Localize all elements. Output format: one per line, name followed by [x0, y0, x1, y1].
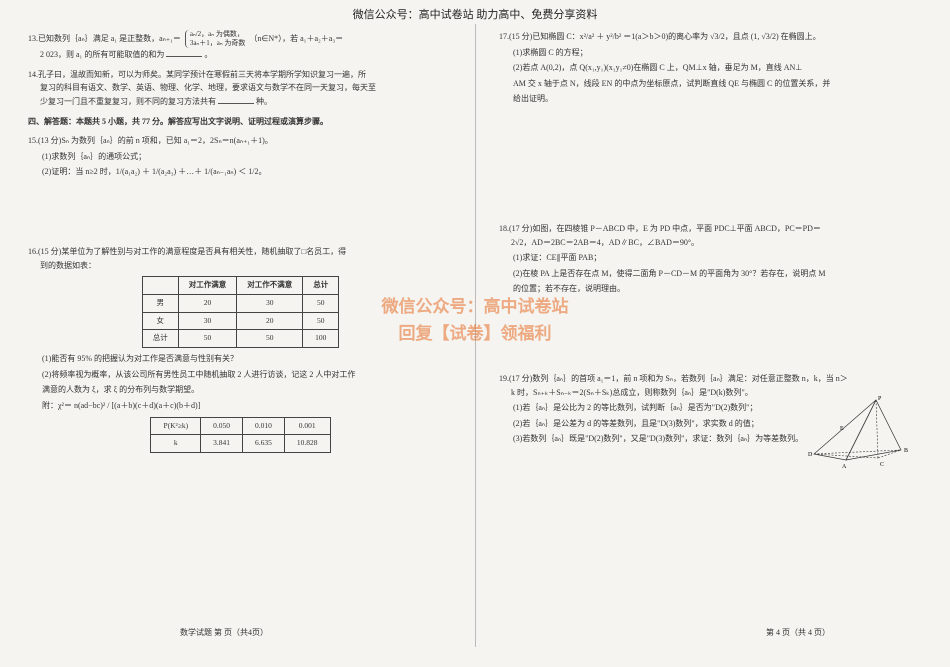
td: 6.635	[243, 435, 285, 453]
td: 30	[178, 312, 237, 330]
question-13: 13.已知数列｛aₙ｝满足 a₁ 是正整数，aₙ₊₁＝ aₙ/2，aₙ 为偶数，…	[28, 30, 453, 62]
q16-head2: 到的数据如表：	[28, 259, 453, 273]
q17-head: 17.(15 分)已知椭圆 C：x²/a² ＋ y²/b² ＝1(a＞b＞0)的…	[499, 30, 920, 44]
q13-dot: 。	[204, 50, 212, 59]
right-footer: 第 4 页（共 4 页）	[766, 626, 830, 640]
td: 3.841	[201, 435, 243, 453]
td: 50	[237, 330, 303, 348]
q16-p2a: (2)将频率视为概率，从该公司所有男性员工中随机抽取 2 人进行访谈，记这 2 …	[28, 368, 453, 382]
right-page: 17.(15 分)已知椭圆 C：x²/a² ＋ y²/b² ＝1(a＞b＞0)的…	[475, 26, 950, 646]
th	[142, 277, 178, 295]
spacer	[499, 112, 920, 222]
question-17: 17.(15 分)已知椭圆 C：x²/a² ＋ y²/b² ＝1(a＞b＞0)的…	[499, 30, 920, 106]
q16-p1: (1)能否有 95% 的把握认为对工作是否满意与性别有关？	[28, 352, 453, 366]
table-row: 女 30 20 50	[142, 312, 339, 330]
q16-formula: 附：χ²＝ n(ad−bc)² / [(a＋b)(c＋d)(a＋c)(b＋d)]	[28, 399, 453, 413]
q16-head: 16.(15 分)某单位为了解性别与对工作的满意程度是否具有相关性，随机抽取了□…	[28, 245, 453, 259]
q14-l3-wrap: 少复习一门且不重复复习，则不同的复习方法共有 种。	[28, 95, 453, 109]
q17-p2b: AM 交 x 轴于点 N，线段 EN 的中点为坐标原点，试判断直线 QE 与椭圆…	[499, 77, 920, 91]
table-row: 对工作满意 对工作不满意 总计	[142, 277, 339, 295]
q16-p2b: 满意的人数为 ξ，求 ξ 的分布列与数学期望。	[28, 383, 453, 397]
table-row: 男 20 30 50	[142, 294, 339, 312]
q15-head: 15.(13 分)Sₙ 为数列｛aₙ｝的前 n 项和，已知 a₁＝2，2Sₙ＝n…	[28, 134, 453, 148]
left-page: 13.已知数列｛aₙ｝满足 a₁ 是正整数，aₙ₊₁＝ aₙ/2，aₙ 为偶数，…	[0, 26, 475, 646]
page-header: 微信公众号：高中试卷站 助力高中、免费分享资料	[0, 0, 950, 26]
q18-p2a: (2)在棱 PA 上是否存在点 M，使得二面角 P－CD－M 的平面角为 30°…	[499, 267, 920, 281]
q18-h2: 2√2，AD＝2BC＝2AB＝4，AD∥BC，∠BAD＝90°。	[499, 236, 920, 250]
q18-p2b: 的位置；若不存在，说明理由。	[499, 282, 920, 296]
th: 对工作满意	[178, 277, 237, 295]
q13-case1: aₙ/2，aₙ 为偶数，	[190, 30, 244, 38]
q13-line2-wrap: 2 023，则 a₁ 的所有可能取值的和为 。	[28, 48, 453, 62]
table-row: P(K²≥k) 0.050 0.010 0.001	[151, 417, 330, 435]
q13-case2: 3aₙ＋1，aₙ 为奇数	[190, 39, 246, 47]
left-footer: 数学试题 第 页（共4页）	[180, 626, 268, 640]
q13-blank	[166, 49, 202, 57]
q14-blank	[218, 96, 254, 104]
label-p: P	[878, 396, 882, 402]
label-c: C	[880, 462, 884, 468]
td: 0.010	[243, 417, 285, 435]
q19-h1: 19.(17 分)数列｛aₙ｝的首项 a₁＝1，前 n 项和为 Sₙ，若数列｛a…	[499, 372, 920, 386]
label-d: D	[808, 452, 813, 458]
table-row: 总计 50 50 100	[142, 330, 339, 348]
td: 20	[178, 294, 237, 312]
q13-prefix: 13.已知数列｛aₙ｝满足 a₁ 是正整数，aₙ₊₁＝	[28, 34, 181, 43]
td: P(K²≥k)	[151, 417, 201, 435]
table-row: k 3.841 6.635 10.828	[151, 435, 330, 453]
q14-l3: 少复习一门且不重复复习，则不同的复习方法共有	[40, 97, 216, 106]
q13-cond: （n∈N*），若 a₁＋a₂＋a₃＝	[249, 34, 343, 43]
q13-cases: aₙ/2，aₙ 为偶数， 3aₙ＋1，aₙ 为奇数	[185, 30, 246, 48]
td: 10.828	[284, 435, 330, 453]
q16-table1: 对工作满意 对工作不满意 总计 男 20 30 50 女 30 20 50	[142, 276, 340, 348]
td: 50	[303, 294, 339, 312]
pyramid-figure: P D A B C E	[806, 396, 916, 476]
q18-p1: (1)求证：CE∥平面 PAB；	[499, 251, 920, 265]
q17-p2c: 给出证明。	[499, 92, 920, 106]
td: 0.050	[201, 417, 243, 435]
label-b: B	[904, 448, 908, 454]
td: 30	[237, 294, 303, 312]
question-15: 15.(13 分)Sₙ 为数列｛aₙ｝的前 n 项和，已知 a₁＝2，2Sₙ＝n…	[28, 134, 453, 179]
td: 50	[178, 330, 237, 348]
q13-line2: 2 023，则 a₁ 的所有可能取值的和为	[40, 50, 164, 59]
spacer	[28, 185, 453, 245]
td: 女	[142, 312, 178, 330]
q17-p2a: (2)若点 A(0,2)，点 Q(x₁,y₁)(x₁y₁≠0)在椭圆 C 上，Q…	[499, 61, 920, 75]
th: 总计	[303, 277, 339, 295]
th: 对工作不满意	[237, 277, 303, 295]
label-a: A	[842, 464, 847, 470]
q15-p2: (2)证明：当 n≥2 时，1/(a₁a₂) ＋ 1/(a₂a₃) ＋…＋ 1/…	[28, 165, 453, 179]
q15-p1: (1)求数列｛aₙ｝的通项公式；	[28, 150, 453, 164]
section-4-heading: 四、解答题：本题共 5 小题，共 77 分。解答应写出文字说明、证明过程或演算步…	[28, 115, 453, 129]
q14-l2: 复习的科目有语文、数学、英语、物理、化学、地理，要求语文与数学不在同一天复习，每…	[28, 81, 453, 95]
page-container: 13.已知数列｛aₙ｝满足 a₁ 是正整数，aₙ₊₁＝ aₙ/2，aₙ 为偶数，…	[0, 26, 950, 646]
label-e: E	[840, 426, 844, 432]
td: 50	[303, 312, 339, 330]
question-18: 18.(17 分)如图，在四棱锥 P－ABCD 中，E 为 PD 中点，平面 P…	[499, 222, 920, 296]
td: 20	[237, 312, 303, 330]
q17-p1: (1)求椭圆 C 的方程；	[499, 46, 920, 60]
q14-l1: 14.孔子曰，温故而知新，可以为师矣。某同学预计在寒假前三天将本学期所学知识复习…	[28, 68, 453, 82]
question-14: 14.孔子曰，温故而知新，可以为师矣。某同学预计在寒假前三天将本学期所学知识复习…	[28, 68, 453, 109]
td: 0.001	[284, 417, 330, 435]
td: k	[151, 435, 201, 453]
q18-h1: 18.(17 分)如图，在四棱锥 P－ABCD 中，E 为 PD 中点，平面 P…	[499, 222, 920, 236]
td: 总计	[142, 330, 178, 348]
q14-tail: 种。	[256, 97, 272, 106]
q16-table2: P(K²≥k) 0.050 0.010 0.001 k 3.841 6.635 …	[150, 417, 330, 454]
td: 100	[303, 330, 339, 348]
question-16: 16.(15 分)某单位为了解性别与对工作的满意程度是否具有相关性，随机抽取了□…	[28, 245, 453, 453]
td: 男	[142, 294, 178, 312]
spacer	[499, 302, 920, 372]
